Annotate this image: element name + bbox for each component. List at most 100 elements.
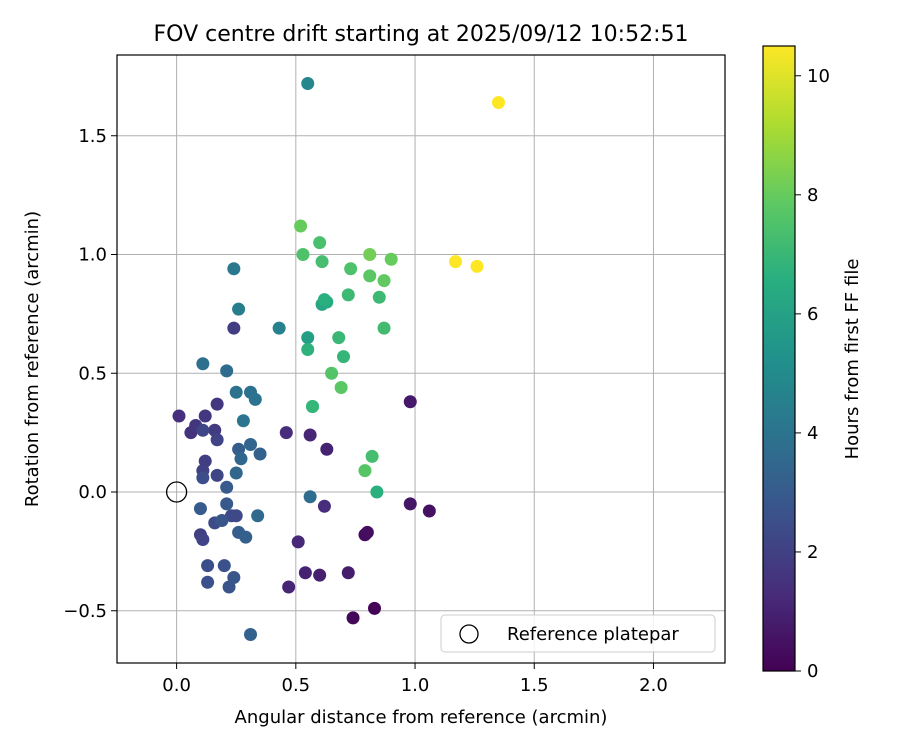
reference-layer <box>165 481 188 503</box>
data-point <box>377 321 391 335</box>
data-point <box>253 447 267 461</box>
data-point <box>232 302 246 316</box>
data-point <box>303 428 317 442</box>
data-point <box>341 288 355 302</box>
colorbar-label: Hours from first FF file <box>842 259 863 460</box>
data-point <box>313 568 327 582</box>
data-point <box>372 290 386 304</box>
data-point <box>491 96 505 109</box>
data-point <box>296 248 310 261</box>
data-point <box>317 293 331 307</box>
data-point <box>196 357 210 371</box>
data-point <box>306 400 320 413</box>
data-point <box>172 409 186 423</box>
data-point <box>251 509 265 523</box>
colorbar-tick-label: 0 <box>807 661 818 682</box>
y-tick-label: −0.5 <box>63 601 107 622</box>
data-point <box>229 509 243 523</box>
data-point <box>403 395 417 409</box>
data-point <box>210 468 224 482</box>
y-tick-label: 1.5 <box>78 126 107 147</box>
data-point <box>201 559 215 573</box>
y-tick-label: 0.5 <box>78 363 107 384</box>
data-point <box>227 262 241 276</box>
x-axis-ticks: 0.0 0.5 1.0 1.5 2.0 <box>162 663 668 696</box>
data-point <box>291 535 305 549</box>
colorbar-tick-label: 6 <box>807 304 818 325</box>
data-point <box>403 497 417 511</box>
data-point <box>470 259 484 273</box>
data-point <box>422 504 436 518</box>
data-point <box>363 269 377 283</box>
data-point <box>358 464 372 478</box>
data-point <box>236 414 250 428</box>
legend-label-reference: Reference platepar <box>507 624 679 645</box>
y-tick-label: 1.0 <box>78 245 107 266</box>
data-point <box>298 566 312 580</box>
data-point <box>363 248 377 261</box>
data-point <box>368 601 382 615</box>
data-point <box>229 466 243 480</box>
data-point <box>313 236 327 250</box>
data-point <box>217 559 231 573</box>
data-point <box>344 262 358 276</box>
colorbar-tick-label: 10 <box>807 66 830 87</box>
data-point <box>279 426 293 440</box>
data-point <box>370 485 384 499</box>
grid-lines <box>117 55 725 663</box>
data-point <box>320 442 334 456</box>
data-point <box>377 274 391 288</box>
legend-marker-reference <box>459 624 479 644</box>
data-point <box>196 533 210 546</box>
y-tick-label: 0.0 <box>78 482 107 503</box>
data-point <box>227 321 241 335</box>
data-point <box>315 255 329 269</box>
data-point <box>193 502 207 516</box>
y-axis-ticks: −0.5 0.0 0.5 1.0 1.5 <box>63 126 117 622</box>
plot-background <box>117 55 725 663</box>
x-axis-label: Angular distance from reference (arcmin) <box>235 707 608 728</box>
data-point <box>334 381 348 394</box>
data-point <box>196 423 210 437</box>
data-point <box>365 449 379 463</box>
colorbar-tick-label: 2 <box>807 542 818 563</box>
plot-frame <box>116 54 726 664</box>
data-point <box>198 409 212 423</box>
colorbar-ticks: 0 2 4 6 8 10 <box>795 66 830 682</box>
data-point <box>341 566 355 580</box>
data-point <box>210 397 224 411</box>
data-point <box>325 366 339 380</box>
legend: Reference platepar <box>440 614 716 653</box>
data-point <box>301 77 315 90</box>
chart-title: FOV centre drift starting at 2025/09/12 … <box>154 22 689 47</box>
colorbar: 0 2 4 6 8 10 Hours from first FF file <box>762 45 863 682</box>
colorbar-tick-label: 4 <box>807 423 818 444</box>
y-axis-label: Rotation from reference (arcmin) <box>22 211 43 507</box>
x-tick-label: 0.5 <box>282 675 311 696</box>
plot-area: 0.0 0.5 1.0 1.5 2.0 −0.5 0.0 0.5 1.0 1.5 Referen… <box>63 54 726 696</box>
data-point <box>449 255 463 269</box>
data-point <box>360 525 374 539</box>
x-tick-label: 2.0 <box>639 675 668 696</box>
data-point <box>229 385 243 399</box>
data-point <box>301 331 315 345</box>
data-point <box>201 575 215 589</box>
data-point <box>248 392 262 406</box>
data-point <box>244 628 258 641</box>
data-point <box>210 433 224 447</box>
colorbar-tick-label: 8 <box>807 185 818 206</box>
data-point <box>196 471 210 485</box>
data-point <box>227 571 241 584</box>
legend-box <box>440 614 716 653</box>
data-point <box>215 514 229 527</box>
data-point <box>337 350 351 364</box>
colorbar-gradient <box>762 45 796 672</box>
data-points <box>172 77 505 641</box>
data-point <box>346 611 360 625</box>
data-point <box>294 219 308 233</box>
data-point <box>220 364 234 378</box>
data-point <box>234 452 248 466</box>
data-point <box>301 343 315 356</box>
data-point <box>384 252 398 266</box>
